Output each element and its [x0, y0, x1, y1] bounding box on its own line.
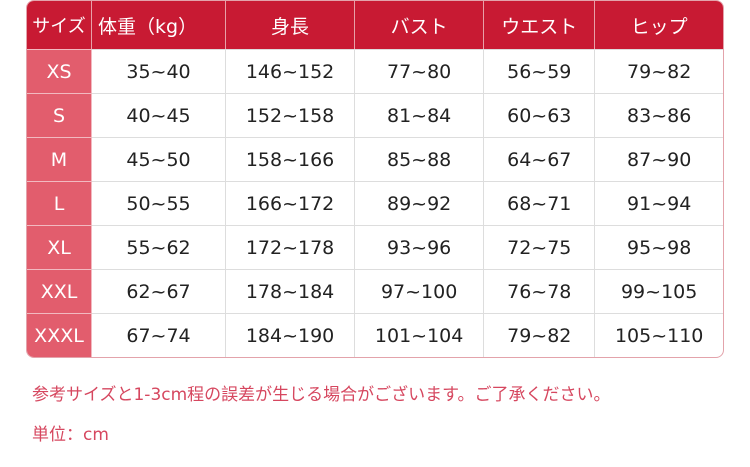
table-row: XXXL 67~74 184~190 101~104 79~82 105~110 — [27, 313, 723, 357]
table-cell: 83~86 — [595, 93, 723, 137]
header-waist: ウエスト — [484, 1, 596, 49]
table-cell: 152~158 — [226, 93, 356, 137]
table-cell: 77~80 — [355, 49, 485, 93]
header-height: 身長 — [226, 1, 356, 49]
table-cell: 91~94 — [595, 181, 723, 225]
table-cell: 62~67 — [92, 269, 226, 313]
size-label: XS — [27, 49, 92, 93]
table-row: XS 35~40 146~152 77~80 56~59 79~82 — [27, 49, 723, 93]
table-cell: 89~92 — [355, 181, 485, 225]
size-label: L — [27, 181, 92, 225]
table-cell: 79~82 — [595, 49, 723, 93]
table-cell: 146~152 — [226, 49, 356, 93]
table-cell: 79~82 — [484, 313, 596, 357]
unit-note: 単位：cm — [32, 425, 109, 445]
table-cell: 45~50 — [92, 137, 226, 181]
disclaimer-note: 参考サイズと1-3cm程の誤差が生じる場合がございます。ご了承ください。 — [32, 385, 611, 405]
header-row: サイズ 体重（kg） 身長 バスト ウエスト ヒップ — [27, 1, 723, 49]
header-size: サイズ — [27, 1, 92, 49]
table-row: L 50~55 166~172 89~92 68~71 91~94 — [27, 181, 723, 225]
table-cell: 81~84 — [355, 93, 485, 137]
table-cell: 68~71 — [484, 181, 596, 225]
table-cell: 76~78 — [484, 269, 596, 313]
size-label: XXL — [27, 269, 92, 313]
size-label: XXXL — [27, 313, 92, 357]
table-cell: 85~88 — [355, 137, 485, 181]
table-cell: 184~190 — [226, 313, 356, 357]
size-label: S — [27, 93, 92, 137]
table-cell: 166~172 — [226, 181, 356, 225]
table-cell: 67~74 — [92, 313, 226, 357]
table-cell: 178~184 — [226, 269, 356, 313]
table-cell: 55~62 — [92, 225, 226, 269]
table-cell: 35~40 — [92, 49, 226, 93]
table-cell: 158~166 — [226, 137, 356, 181]
table-row: S 40~45 152~158 81~84 60~63 83~86 — [27, 93, 723, 137]
table-cell: 50~55 — [92, 181, 226, 225]
table-cell: 72~75 — [484, 225, 596, 269]
table-cell: 87~90 — [595, 137, 723, 181]
table-row: XXL 62~67 178~184 97~100 76~78 99~105 — [27, 269, 723, 313]
header-weight: 体重（kg） — [92, 1, 226, 49]
header-hip: ヒップ — [595, 1, 723, 49]
size-chart-table: サイズ 体重（kg） 身長 バスト ウエスト ヒップ XS 35~40 146~15… — [26, 0, 724, 358]
table-row: M 45~50 158~166 85~88 64~67 87~90 — [27, 137, 723, 181]
table-row: XL 55~62 172~178 93~96 72~75 95~98 — [27, 225, 723, 269]
table-cell: 105~110 — [595, 313, 723, 357]
table-cell: 64~67 — [484, 137, 596, 181]
header-bust: バスト — [355, 1, 485, 49]
table-cell: 101~104 — [355, 313, 485, 357]
table-cell: 93~96 — [355, 225, 485, 269]
table-cell: 99~105 — [595, 269, 723, 313]
size-label: M — [27, 137, 92, 181]
table-cell: 56~59 — [484, 49, 596, 93]
table-cell: 40~45 — [92, 93, 226, 137]
size-label: XL — [27, 225, 92, 269]
table-cell: 60~63 — [484, 93, 596, 137]
table-cell: 97~100 — [355, 269, 485, 313]
table-cell: 172~178 — [226, 225, 356, 269]
table-cell: 95~98 — [595, 225, 723, 269]
